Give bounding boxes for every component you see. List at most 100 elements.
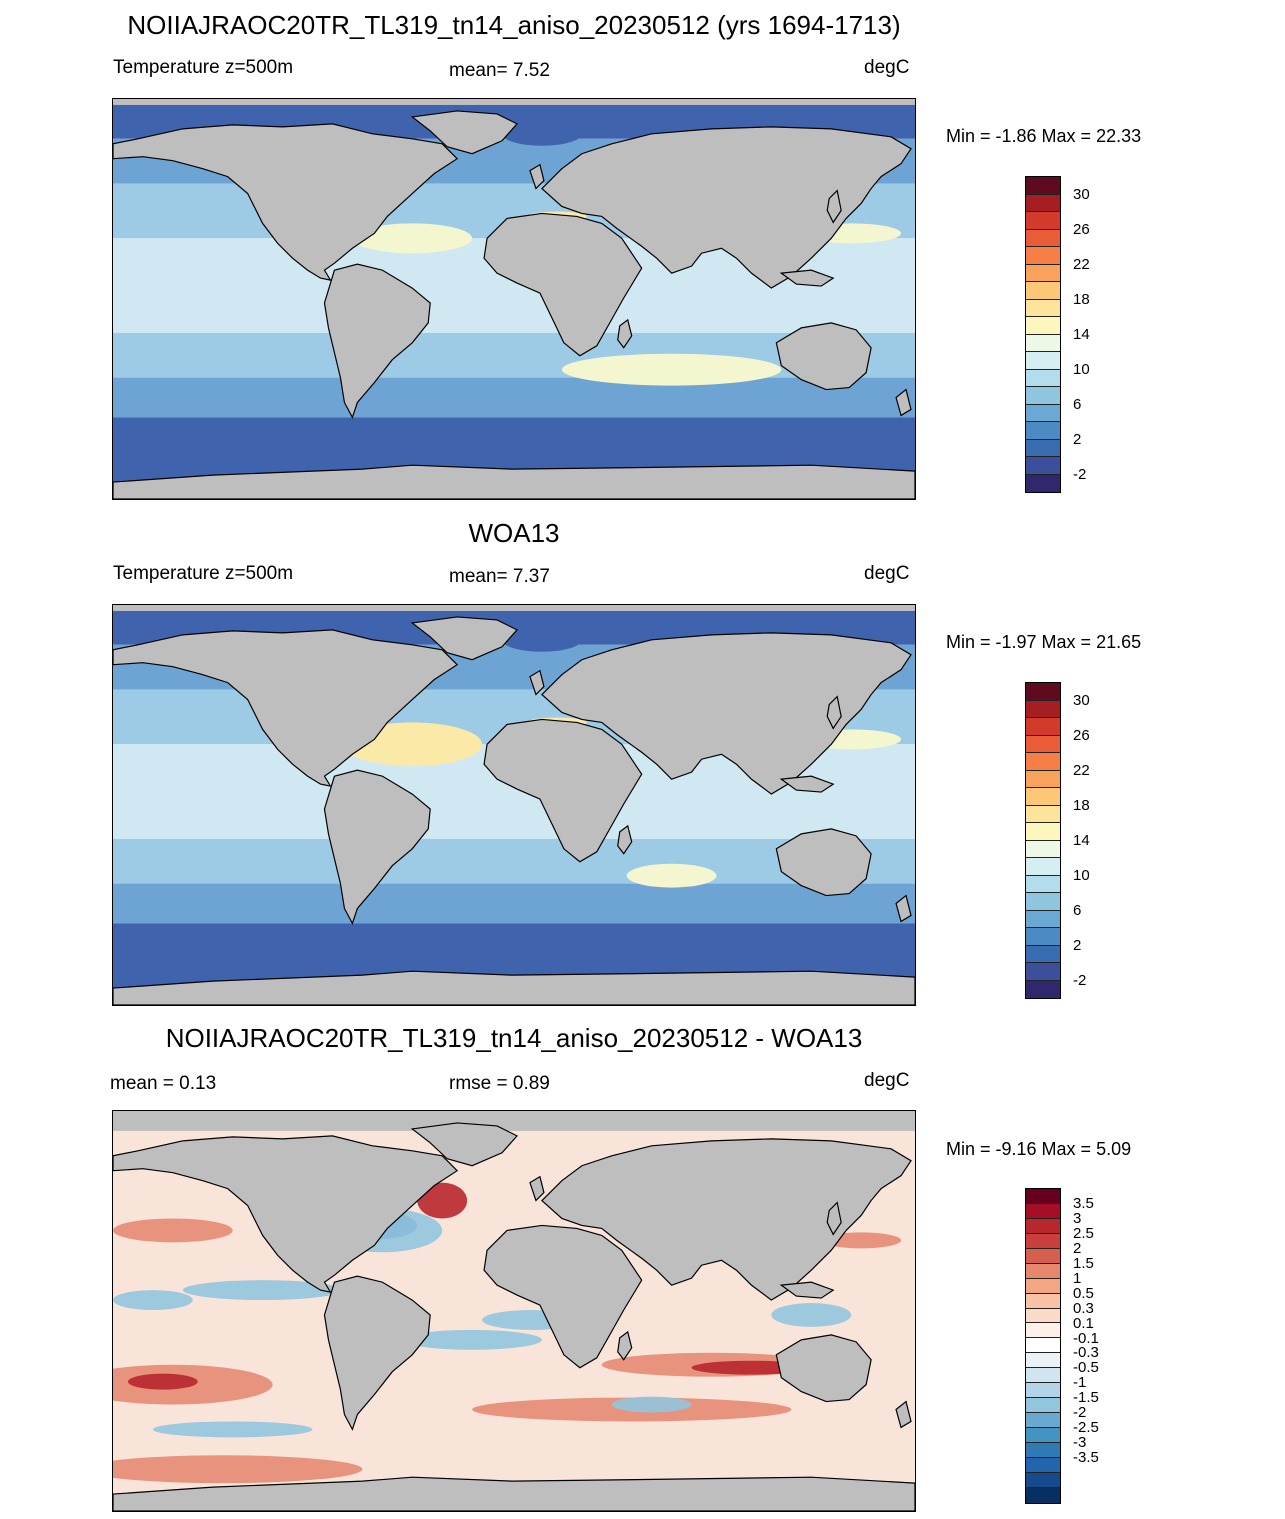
colorbar-swatch (1026, 1442, 1060, 1458)
land-ind (779, 269, 835, 287)
colorbar-swatch (1026, 1398, 1060, 1414)
colorbar-tick-label: 2 (1073, 936, 1082, 954)
land-an (113, 970, 915, 1005)
land-af (483, 1224, 643, 1369)
colorbar-tick-label: 26 (1073, 726, 1090, 744)
colorbar-swatch (1026, 1457, 1060, 1473)
colorbar-swatch (1026, 840, 1060, 858)
land-na (113, 629, 459, 787)
colorbar-tick-label: 3 (1073, 1209, 1082, 1227)
panel-2-title: WOA13 (468, 518, 560, 548)
colorbar-tick-label: 6 (1073, 901, 1082, 919)
colorbar-tick-label: 26 (1073, 220, 1090, 238)
anomaly-region (182, 1280, 343, 1301)
arctic-land (113, 605, 915, 611)
land-jp (826, 695, 842, 730)
land-sa (323, 769, 431, 925)
land-jp (826, 189, 842, 224)
panel-2-map (112, 604, 916, 1006)
colorbar-swatch (1026, 1263, 1060, 1279)
land-ind (779, 1281, 835, 1299)
colorbar-tick-label: 14 (1073, 831, 1090, 849)
land-au (775, 1334, 872, 1403)
panel-3-mean-label: mean = 0.13 (110, 1073, 217, 1094)
colorbar-swatch (1026, 177, 1060, 195)
colorbar-swatch (1026, 369, 1060, 387)
colorbar-swatch (1026, 823, 1060, 841)
land-sa (323, 1275, 431, 1431)
colorbar-swatch (1026, 753, 1060, 771)
warm-gyre (561, 353, 782, 386)
colorbar-tick-label: 30 (1073, 185, 1090, 203)
warm-gyre (626, 863, 717, 888)
arctic-land (113, 1111, 915, 1131)
land-gr (410, 616, 518, 661)
colorbar-tick-label: 2 (1073, 430, 1082, 448)
land-ind (779, 775, 835, 793)
colorbar-swatch (1026, 1472, 1060, 1488)
colorbar-tick-label: -2 (1073, 465, 1087, 483)
land-eu (541, 1138, 912, 1301)
colorbar-swatch (1026, 247, 1060, 265)
colorbar-tick-label: 10 (1073, 866, 1090, 884)
land-nz (895, 894, 912, 923)
land-uk (529, 1175, 545, 1202)
land-na (113, 123, 459, 281)
land-jp (826, 1201, 842, 1236)
colorbar-tick-label: -3 (1073, 1434, 1087, 1452)
colorbar-swatch (1026, 1203, 1060, 1219)
colorbar-swatch (1026, 735, 1060, 753)
panel-1-unit-label: degC (864, 57, 910, 78)
colorbar-swatch (1026, 1413, 1060, 1428)
colorbar-swatch (1026, 1323, 1060, 1339)
arctic-land (113, 99, 915, 105)
colorbar-swatch (1026, 1248, 1060, 1264)
colorbar-tick-label: 0.5 (1073, 1284, 1094, 1302)
warm-gyre (352, 223, 473, 254)
panel-2-mean-label: mean= 7.37 (449, 566, 550, 587)
land-mad (617, 824, 633, 855)
colorbar-tick-label: 0.3 (1073, 1299, 1094, 1317)
colorbar-tick-label: -1.5 (1073, 1389, 1099, 1407)
land-nz (895, 388, 912, 417)
land-au (775, 322, 872, 391)
colorbar-swatch (1026, 422, 1060, 440)
colorbar-swatch (1026, 229, 1060, 247)
anomaly-region (113, 1455, 363, 1484)
panel-1-map (112, 98, 916, 500)
panel-3-min-max: Min = -9.16 Max = 5.09 (946, 1139, 1132, 1159)
anomaly-region (113, 1218, 233, 1243)
colorbar-tick-label: 18 (1073, 796, 1090, 814)
colorbar-swatch (1026, 700, 1060, 718)
colorbar-swatch (1026, 1189, 1060, 1204)
colorbar-swatch (1026, 282, 1060, 300)
panel-3-title: NOIIAJRAOC20TR_TL319_tn14_aniso_20230512… (165, 1023, 863, 1053)
colorbar-swatch (1026, 457, 1060, 475)
colorbar-swatch (1026, 945, 1060, 963)
colorbar-swatch (1026, 474, 1060, 492)
colorbar-swatch (1026, 1293, 1060, 1309)
land-sa (323, 263, 431, 419)
land-an (113, 1476, 915, 1511)
land-na (113, 1135, 459, 1293)
colorbar-swatch (1026, 1233, 1060, 1249)
panel-3-colorbar (1025, 1188, 1061, 1504)
anomaly-region (402, 1329, 542, 1350)
colorbar-tick-label: 10 (1073, 360, 1090, 378)
colorbar-swatch (1026, 1383, 1060, 1399)
panel-1-mean-label: mean= 7.52 (449, 60, 550, 81)
land-eu (541, 632, 912, 795)
colorbar-swatch (1026, 718, 1060, 736)
colorbar-swatch (1026, 439, 1060, 457)
ocean-band (113, 377, 915, 418)
panel-2-unit-label: degC (864, 563, 910, 584)
colorbar-swatch (1026, 317, 1060, 335)
colorbar-swatch (1026, 875, 1060, 893)
land-an (113, 464, 915, 499)
colorbar-swatch (1026, 1308, 1060, 1324)
colorbar-swatch (1026, 963, 1060, 981)
colorbar-tick-label: -3.5 (1073, 1449, 1099, 1467)
colorbar-tick-label: 1.5 (1073, 1254, 1094, 1272)
colorbar-tick-label: -0.3 (1073, 1344, 1099, 1362)
land-au (775, 828, 872, 897)
